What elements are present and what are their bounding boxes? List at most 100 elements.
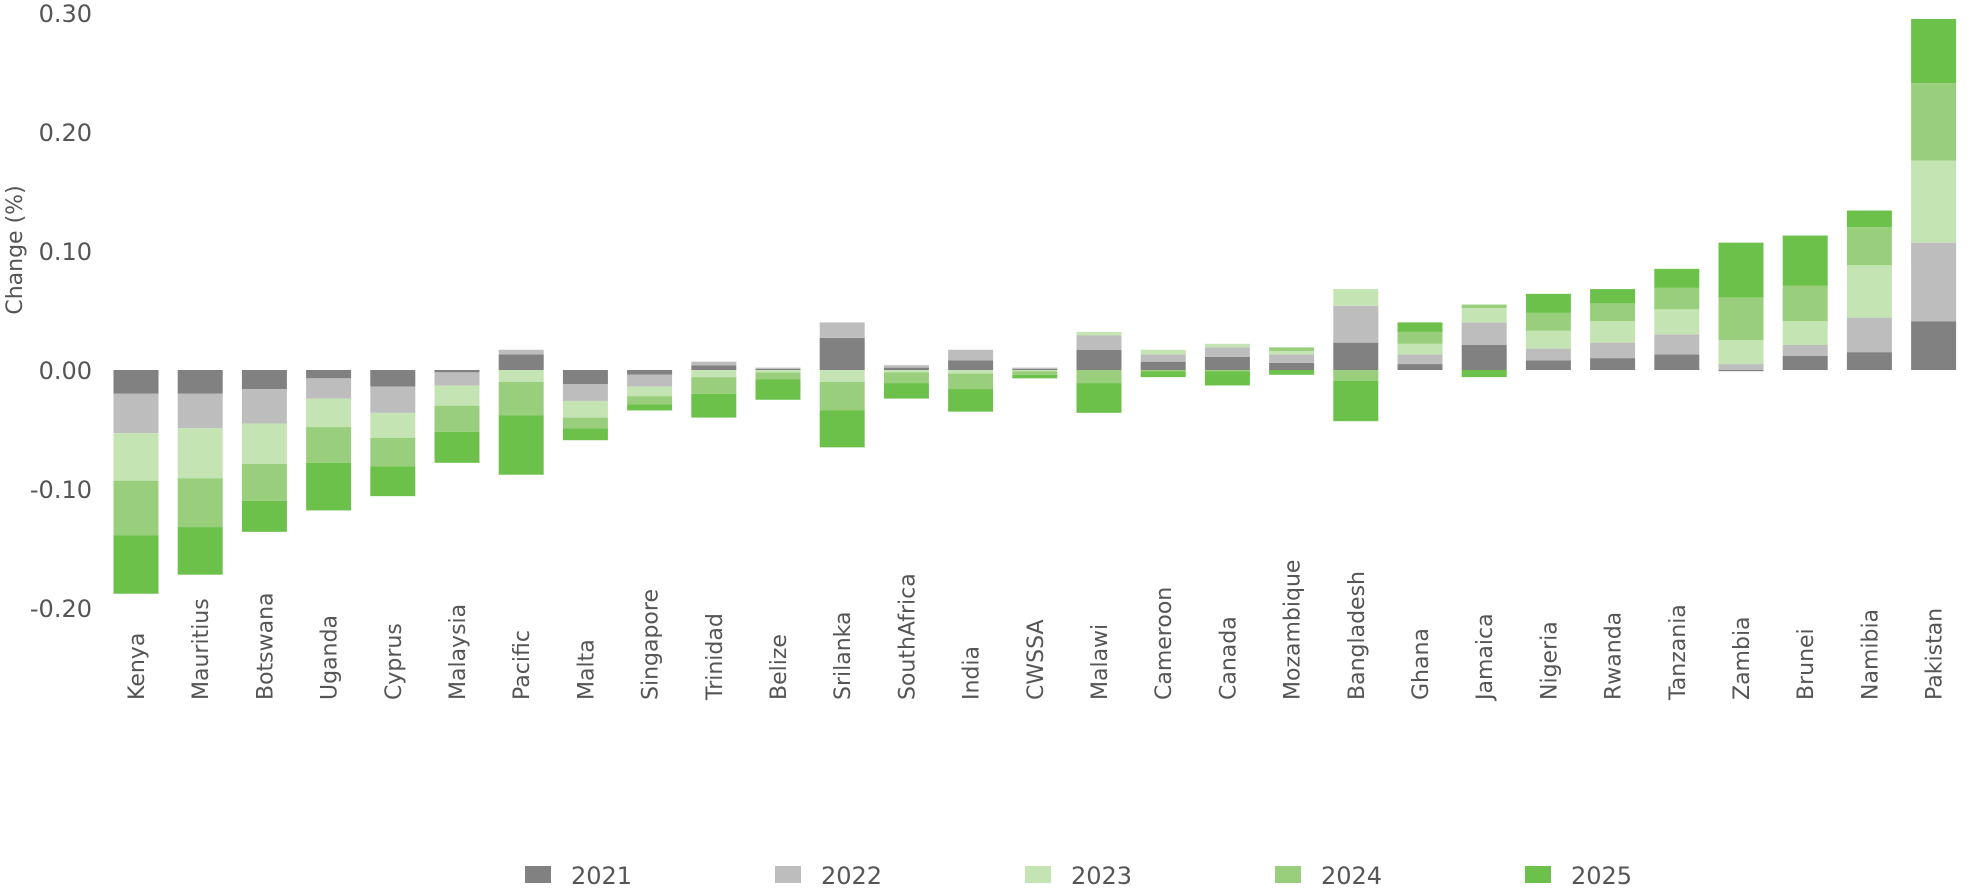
category-label: Trinidad: [703, 613, 728, 701]
bar-cameroon-2025: [1140, 371, 1186, 378]
bar-uganda-2024: [306, 427, 352, 463]
bar-pacific-2021: [498, 354, 544, 370]
bar-canada-2021: [1204, 356, 1250, 370]
bar-botswana-2024: [241, 464, 287, 501]
legend-swatch-2022: [775, 866, 801, 883]
bar-malawi-2025: [1076, 383, 1122, 413]
bar-cyprus-2021: [370, 370, 416, 387]
bar-cyprus-2024: [370, 437, 416, 467]
category-label: Kenya: [125, 633, 150, 700]
bar-uganda-2023: [306, 398, 352, 428]
legend-label-2022: 2022: [821, 862, 882, 890]
bar-zambia-2024: [1718, 297, 1764, 341]
bar-pacific-2022: [498, 349, 544, 355]
bar-bangladesh-2021: [1333, 342, 1379, 370]
bar-mauritius-2022: [177, 393, 223, 429]
bar-uganda-2022: [306, 378, 352, 399]
bar-tanzania-2022: [1654, 334, 1700, 355]
bar-bangladesh-2022: [1333, 305, 1379, 343]
bar-malta-2022: [562, 384, 608, 401]
bar-botswana-2025: [241, 500, 287, 532]
bar-rwanda-2023: [1590, 321, 1636, 343]
bars: [113, 18, 1957, 594]
bar-cwssa-2024: [1012, 371, 1058, 375]
bar-botswana-2023: [241, 423, 287, 465]
bar-bangladesh-2025: [1333, 380, 1379, 422]
y-tick-label: -0.10: [30, 476, 92, 504]
bar-malaysia-2024: [434, 405, 480, 432]
bar-brunei-2025: [1782, 235, 1828, 286]
bar-mauritius-2023: [177, 428, 223, 479]
bar-malawi-2021: [1076, 349, 1122, 370]
bar-srilanka-2022: [819, 322, 865, 338]
bar-brunei-2022: [1782, 345, 1828, 356]
bar-india-2025: [948, 389, 994, 412]
bar-pacific-2023: [498, 370, 544, 382]
category-label: Namibia: [1858, 609, 1883, 700]
bar-mauritius-2021: [177, 370, 223, 394]
bar-cyprus-2025: [370, 466, 416, 497]
bar-malawi-2023: [1076, 331, 1122, 336]
category-label: Belize: [767, 634, 792, 700]
bar-namibia-2025: [1846, 210, 1892, 228]
legend-swatch-2024: [1275, 866, 1301, 883]
bar-canada-2023: [1204, 343, 1250, 348]
bar-rwanda-2025: [1590, 289, 1636, 304]
bar-pakistan-2023: [1911, 160, 1957, 243]
category-label: Malaysia: [446, 604, 471, 700]
bar-ghana-2022: [1397, 354, 1443, 365]
bar-pakistan-2022: [1911, 242, 1957, 322]
y-tick-label: 0.10: [39, 238, 92, 266]
legend-label-2025: 2025: [1571, 862, 1632, 890]
legend-swatch-2023: [1025, 866, 1051, 883]
bar-jamaica-2021: [1461, 345, 1507, 370]
bar-mozambique-2022: [1269, 354, 1315, 363]
bar-malaysia-2023: [434, 385, 480, 406]
bar-bangladesh-2024: [1333, 370, 1379, 381]
bar-mozambique-2024: [1269, 347, 1315, 351]
y-tick-label: 0.20: [39, 119, 92, 147]
bar-srilanka-2021: [819, 337, 865, 370]
bar-malawi-2024: [1076, 370, 1122, 384]
category-label: Canada: [1216, 616, 1241, 700]
bar-india-2022: [948, 349, 994, 361]
bar-malaysia-2021: [434, 370, 480, 373]
bar-canada-2022: [1204, 347, 1250, 357]
bar-singapore-2023: [627, 386, 673, 397]
bar-tanzania-2024: [1654, 287, 1700, 310]
category-label: Brunei: [1794, 628, 1819, 700]
category-label: Jamaica: [1473, 613, 1498, 702]
bar-cameroon-2024: [1140, 370, 1186, 372]
bar-cameroon-2022: [1140, 354, 1186, 362]
bar-southafrica-2025: [883, 383, 929, 399]
bar-nigeria-2022: [1525, 348, 1571, 361]
bar-cyprus-2023: [370, 412, 416, 438]
bar-rwanda-2022: [1590, 342, 1636, 359]
bar-southafrica-2023: [883, 370, 929, 373]
bar-belize-2024: [755, 372, 801, 380]
y-tick-label: 0.30: [39, 0, 92, 28]
bar-rwanda-2024: [1590, 303, 1636, 322]
y-tick-label: 0.00: [39, 357, 92, 385]
bar-srilanka-2023: [819, 370, 865, 382]
bar-ghana-2024: [1397, 331, 1443, 344]
bar-kenya-2023: [113, 433, 159, 481]
category-label: Pacific: [510, 630, 535, 700]
bar-pakistan-2025: [1911, 18, 1957, 84]
bar-belize-2025: [755, 379, 801, 400]
bar-malaysia-2025: [434, 431, 480, 463]
bar-southafrica-2022: [883, 365, 929, 368]
bar-tanzania-2021: [1654, 354, 1700, 370]
bar-jamaica-2024: [1461, 304, 1507, 309]
category-label: Rwanda: [1602, 612, 1627, 700]
bar-pakistan-2024: [1911, 83, 1957, 161]
category-label: SouthAfrica: [895, 573, 920, 700]
bar-tanzania-2023: [1654, 309, 1700, 335]
category-label: Botswana: [253, 592, 278, 700]
bar-brunei-2023: [1782, 321, 1828, 346]
bar-botswana-2021: [241, 370, 287, 390]
bar-zambia-2022: [1718, 364, 1764, 370]
bar-kenya-2024: [113, 480, 159, 536]
bar-namibia-2024: [1846, 227, 1892, 266]
